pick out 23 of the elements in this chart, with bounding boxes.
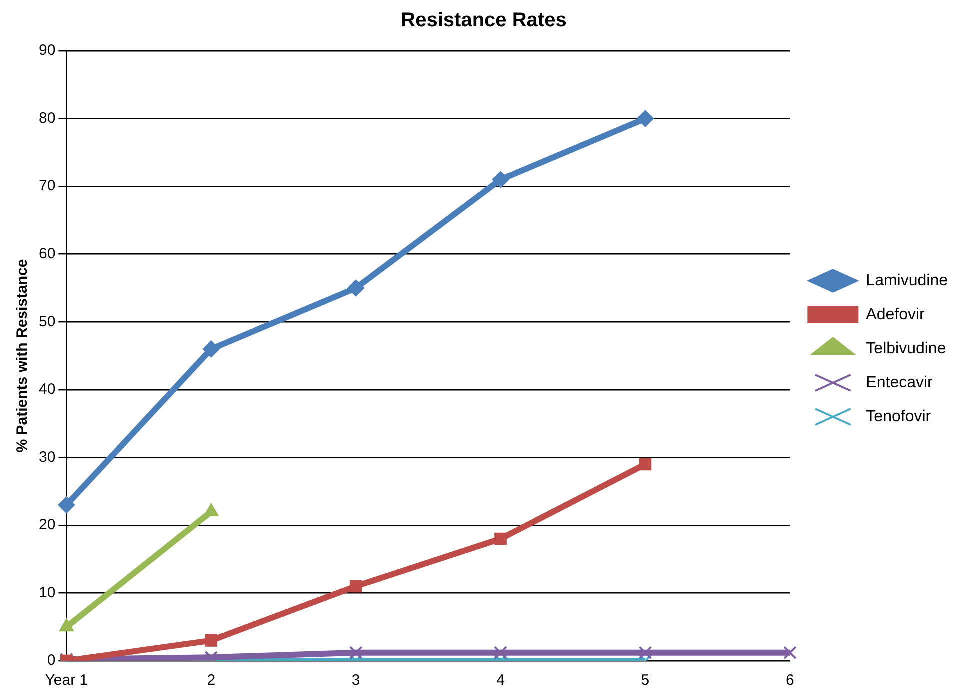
y-axis-title: % Patients with Resistance xyxy=(14,259,32,453)
y-tick-label: 0 xyxy=(47,652,56,670)
legend-label: Telbivudine xyxy=(866,340,946,358)
x-tick-label: 3 xyxy=(352,672,360,690)
x-tick-label: 5 xyxy=(641,672,650,690)
y-tick-label: 70 xyxy=(38,178,56,195)
y-tick-label: 30 xyxy=(38,448,56,466)
y-tick-label: 50 xyxy=(38,313,56,330)
chart-title: Resistance Rates xyxy=(401,10,567,32)
y-tick-label: 60 xyxy=(38,245,56,262)
legend-label: Entecavir xyxy=(866,374,934,392)
y-tick-label: 10 xyxy=(38,584,56,602)
legend-label: Lamivudine xyxy=(866,272,948,290)
y-tick-label: 80 xyxy=(38,110,56,127)
x-tick-label: 6 xyxy=(786,672,794,690)
legend-label: Adefovir xyxy=(866,306,926,324)
y-tick-label: 20 xyxy=(38,516,56,534)
y-tick-label: 90 xyxy=(38,42,56,60)
x-tick-label: 2 xyxy=(207,672,216,690)
x-tick-label: 4 xyxy=(496,672,505,690)
legend-label: Tenofovir xyxy=(866,408,932,426)
y-tick-label: 40 xyxy=(38,381,56,398)
x-tick-label: Year 1 xyxy=(45,672,88,690)
